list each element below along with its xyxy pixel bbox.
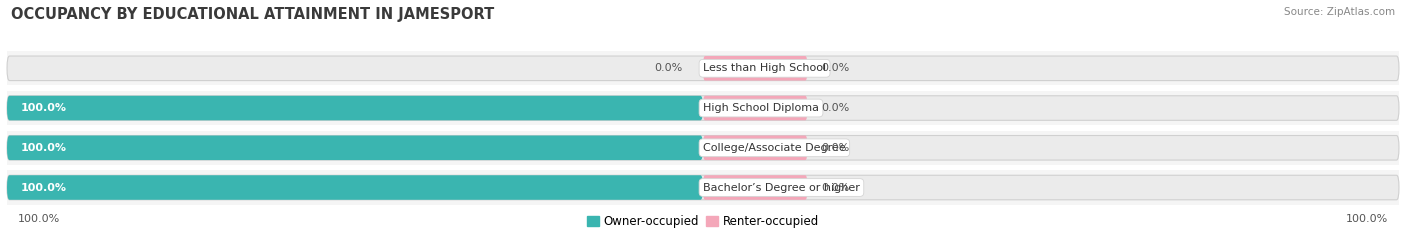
FancyBboxPatch shape [7,175,1399,200]
Text: 100.0%: 100.0% [1346,214,1388,224]
Text: High School Diploma: High School Diploma [703,103,820,113]
Text: Source: ZipAtlas.com: Source: ZipAtlas.com [1284,7,1395,17]
FancyBboxPatch shape [7,175,703,200]
Text: Bachelor’s Degree or higher: Bachelor’s Degree or higher [703,182,860,192]
Text: College/Associate Degree: College/Associate Degree [703,143,846,153]
Text: 0.0%: 0.0% [821,143,849,153]
FancyBboxPatch shape [703,175,807,200]
Legend: Owner-occupied, Renter-occupied: Owner-occupied, Renter-occupied [588,215,818,228]
Text: 100.0%: 100.0% [21,143,67,153]
FancyBboxPatch shape [7,96,703,120]
Text: 100.0%: 100.0% [21,103,67,113]
FancyBboxPatch shape [7,56,1399,81]
Text: Less than High School: Less than High School [703,63,827,73]
Text: 0.0%: 0.0% [821,182,849,192]
FancyBboxPatch shape [7,96,1399,120]
Text: 0.0%: 0.0% [821,103,849,113]
Text: 0.0%: 0.0% [821,63,849,73]
Text: 0.0%: 0.0% [654,63,682,73]
FancyBboxPatch shape [703,136,807,160]
FancyBboxPatch shape [703,96,807,120]
Text: OCCUPANCY BY EDUCATIONAL ATTAINMENT IN JAMESPORT: OCCUPANCY BY EDUCATIONAL ATTAINMENT IN J… [11,7,495,22]
FancyBboxPatch shape [7,136,1399,160]
FancyBboxPatch shape [7,136,703,160]
FancyBboxPatch shape [703,56,807,81]
Text: 100.0%: 100.0% [18,214,60,224]
Text: 100.0%: 100.0% [21,182,67,192]
